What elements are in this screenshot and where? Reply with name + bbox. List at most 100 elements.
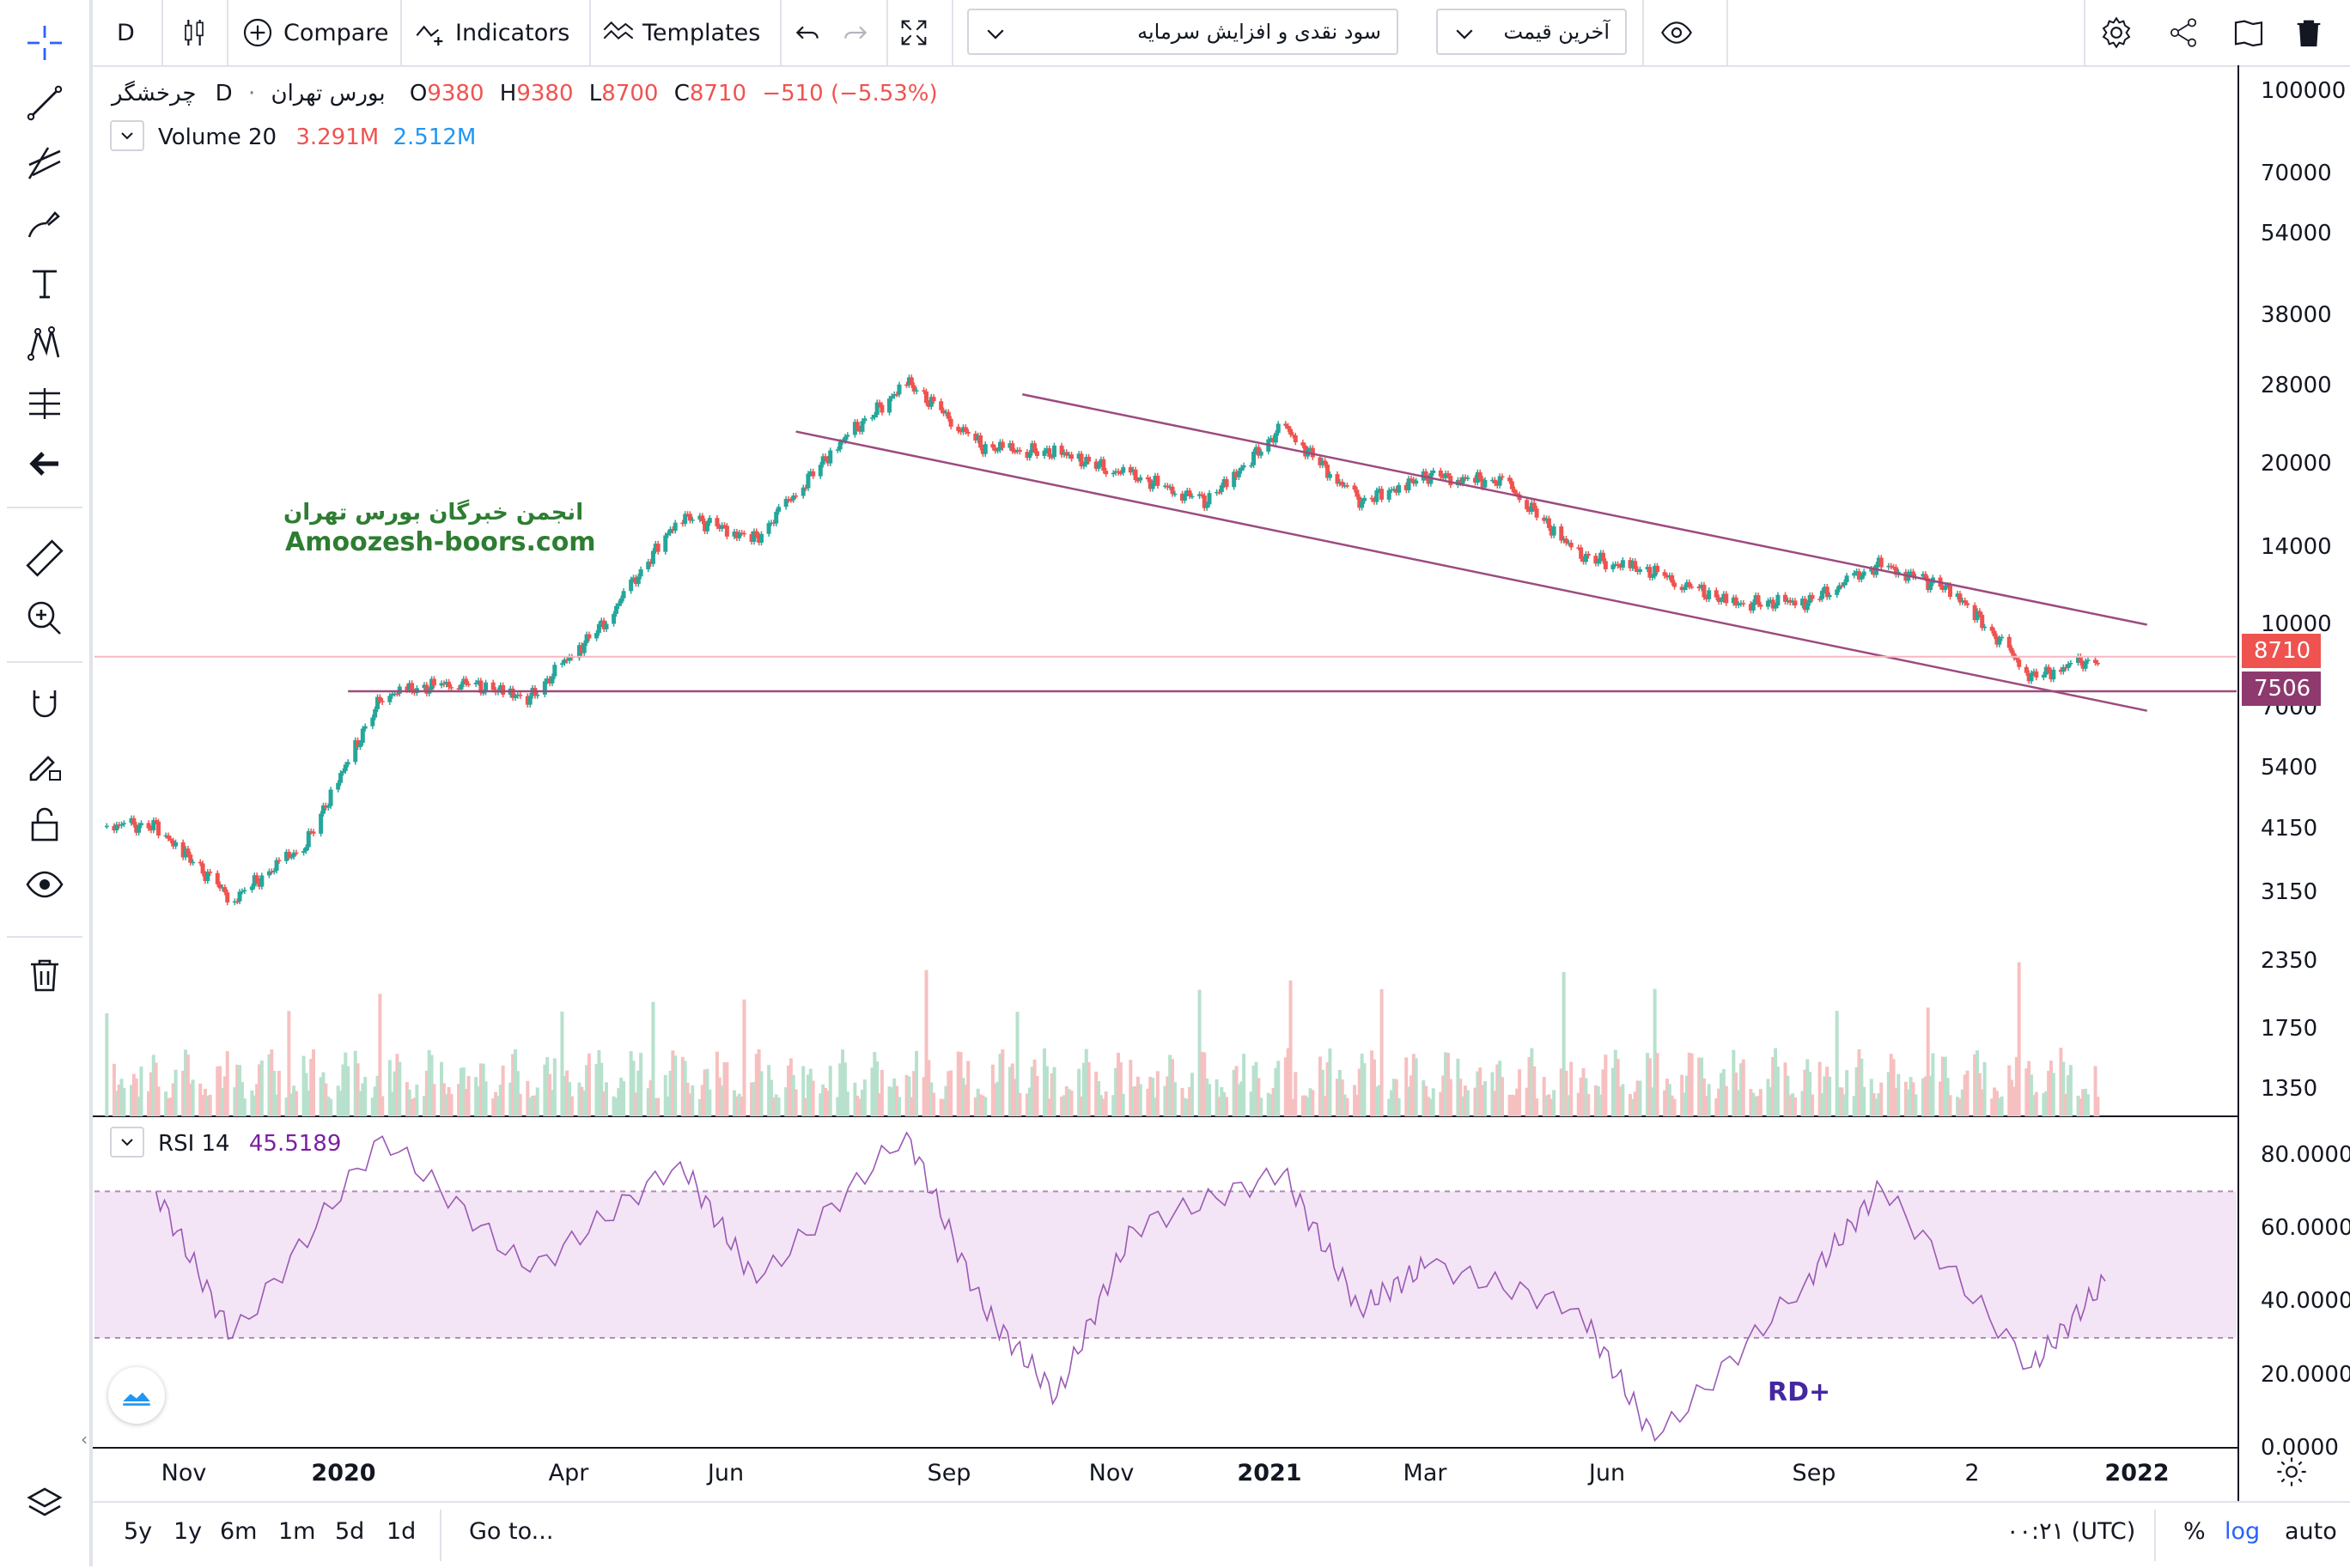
volume-bar: [164, 1091, 168, 1116]
visibility-button[interactable]: [1659, 7, 1694, 58]
range-button-5d[interactable]: 5d: [335, 1518, 365, 1545]
volume-bar: [1527, 1057, 1531, 1116]
indicators-button[interactable]: Indicators: [414, 7, 569, 58]
timezone-button[interactable]: ۰۰:۲۱ (UTC): [2006, 1518, 2136, 1545]
fullscreen-button[interactable]: [897, 7, 931, 58]
volume-bar: [1490, 1072, 1495, 1116]
pitchfork-icon[interactable]: [19, 137, 70, 189]
candle-body: [1872, 568, 1877, 575]
volume-bar: [2044, 1091, 2049, 1116]
lock-drawing-icon[interactable]: [19, 738, 70, 790]
range-button-5y[interactable]: 5y: [124, 1518, 153, 1545]
rsi-collapse-button[interactable]: [110, 1127, 144, 1158]
volume-bar: [691, 1085, 695, 1116]
candle-body: [191, 861, 196, 864]
range-button-6m[interactable]: 6m: [220, 1518, 258, 1545]
range-button-1d[interactable]: 1d: [387, 1518, 417, 1545]
volume-bar: [870, 1067, 874, 1116]
candle-body: [1837, 585, 1842, 590]
volume-bar: [1960, 1089, 1964, 1116]
delete-button[interactable]: [2292, 7, 2326, 58]
candle-body: [2009, 647, 2014, 653]
back-arrow-icon[interactable]: [19, 438, 70, 489]
magnet-icon[interactable]: [19, 678, 70, 730]
pattern-icon[interactable]: [19, 318, 70, 369]
trash-icon[interactable]: [19, 949, 70, 1000]
interval-button[interactable]: D: [117, 19, 135, 46]
candle-body: [1630, 561, 1635, 568]
volume-bar: [1704, 1096, 1708, 1116]
candle-body: [1042, 450, 1047, 457]
prediction-icon[interactable]: [19, 378, 70, 429]
candle-body: [1409, 478, 1414, 480]
volume-bar: [466, 1076, 471, 1116]
volume-bar: [2042, 1092, 2046, 1116]
templates-button[interactable]: Templates: [601, 7, 760, 58]
ruler-icon[interactable]: [19, 532, 70, 584]
volume-bar: [1391, 1079, 1396, 1116]
candle-body: [1955, 593, 1960, 598]
candle-body: [1748, 604, 1753, 611]
range-button-1m[interactable]: 1m: [278, 1518, 316, 1545]
volume-bar: [1584, 1078, 1588, 1116]
zoom-in-icon[interactable]: [19, 593, 70, 644]
trend-line-icon[interactable]: [19, 77, 70, 129]
volume-bar: [1721, 1068, 1726, 1116]
candle-body: [2095, 663, 2100, 665]
volume-bar: [806, 1074, 810, 1116]
percent-toggle[interactable]: %: [2183, 1518, 2206, 1545]
unlock-icon[interactable]: [19, 799, 70, 850]
log-toggle[interactable]: log: [2225, 1518, 2261, 1545]
candle-body: [752, 531, 757, 542]
collapse-left-icon[interactable]: ‹: [81, 1429, 88, 1449]
goto-button[interactable]: Go to...: [469, 1518, 554, 1545]
candle-body: [1965, 603, 1970, 605]
volume-bar: [587, 1053, 591, 1116]
book-button[interactable]: [2231, 7, 2266, 58]
crosshair-icon[interactable]: [19, 17, 70, 69]
logo-button[interactable]: [108, 1367, 165, 1424]
volume-bar: [412, 1097, 417, 1116]
volume-bar: [634, 1092, 638, 1116]
candle-body: [1562, 538, 1567, 541]
chevron-down-icon: [121, 1139, 133, 1146]
text-icon[interactable]: [19, 258, 70, 309]
compare-button[interactable]: Compare: [240, 7, 388, 58]
candle-body: [1460, 477, 1465, 484]
eye-icon[interactable]: [19, 859, 70, 910]
volume-bar: [1717, 1088, 1721, 1116]
axis-settings-button[interactable]: [2274, 1455, 2312, 1492]
volume-bar: [1493, 1091, 1497, 1116]
candle-body: [715, 518, 720, 526]
chart-type-button[interactable]: [177, 7, 211, 58]
auto-toggle[interactable]: auto: [2285, 1518, 2337, 1545]
brush-icon[interactable]: [19, 198, 70, 249]
candle-body: [794, 495, 799, 497]
settings-button[interactable]: [2099, 7, 2134, 58]
dividends-dropdown[interactable]: سود نقدی و افزایش سرمایه: [967, 9, 1398, 55]
share-button[interactable]: [2166, 7, 2201, 58]
candle-body: [1372, 499, 1377, 502]
volume-bar: [1271, 1088, 1275, 1116]
candle-body: [1145, 477, 1150, 480]
volume-bar: [700, 1085, 704, 1116]
volume-bar: [272, 1071, 277, 1116]
volume-bar: [329, 1098, 333, 1116]
top-toolbar: D Compare Indicators Templates سود نقدی …: [93, 0, 2350, 67]
volume-bar: [139, 1067, 143, 1116]
volume-bar: [1965, 1070, 1969, 1116]
volume-bar: [1775, 1067, 1780, 1116]
volume-bar: [1990, 1098, 1994, 1116]
volume-bar: [1482, 1080, 1487, 1116]
layers-icon[interactable]: [19, 1477, 70, 1528]
volume-collapse-button[interactable]: [110, 120, 144, 151]
candle-body: [151, 820, 156, 831]
level-price-tag: 7506: [2242, 672, 2321, 706]
candle-body: [845, 435, 850, 437]
price-source-dropdown[interactable]: آخرین قیمت: [1436, 9, 1627, 55]
range-button-1y[interactable]: 1y: [174, 1518, 203, 1545]
volume-bar: [2034, 1091, 2038, 1116]
undo-button[interactable]: [790, 7, 825, 58]
redo-button[interactable]: [838, 7, 873, 58]
